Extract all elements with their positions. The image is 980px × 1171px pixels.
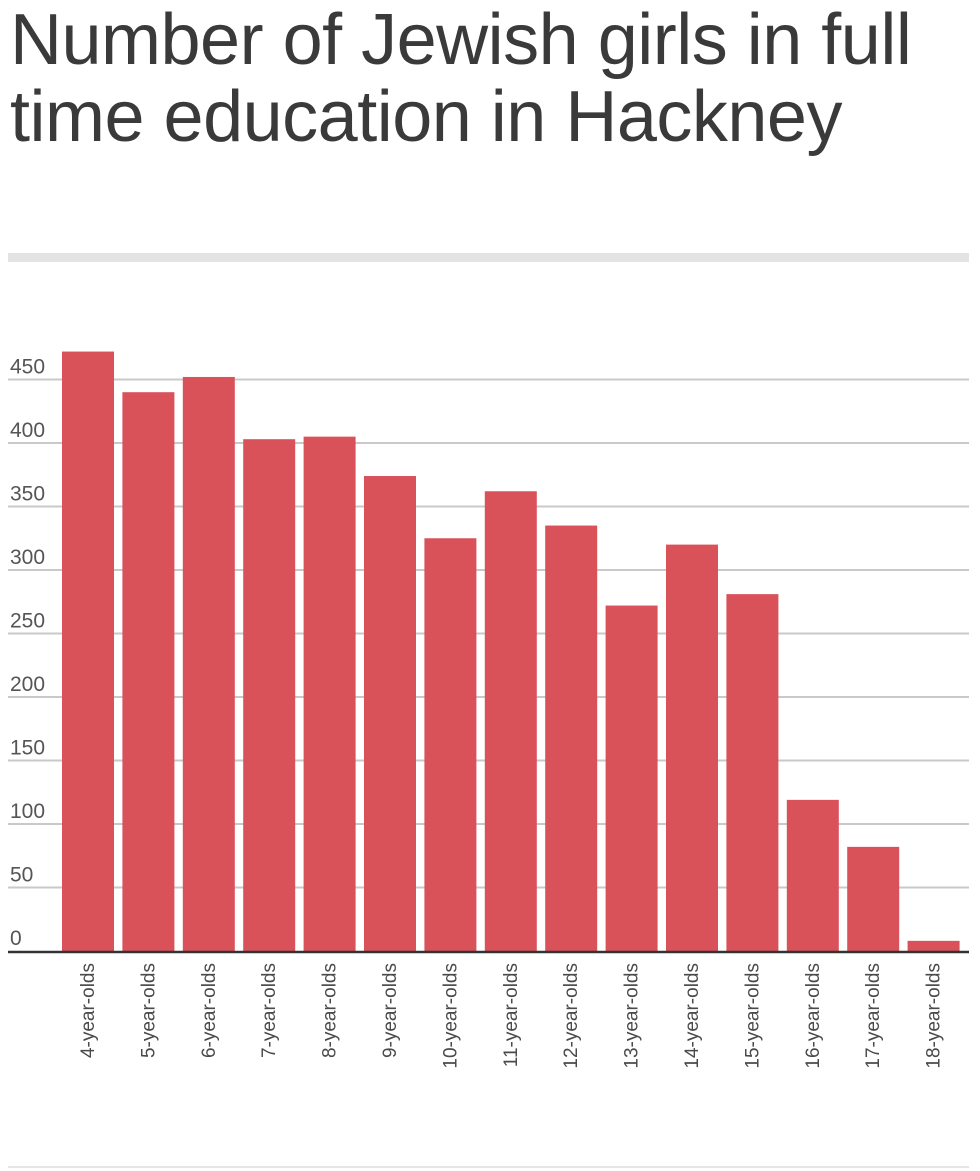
y-tick-label: 450 (10, 356, 45, 379)
y-tick-label: 400 (10, 419, 45, 442)
bar (847, 846, 900, 951)
y-tick-label: 0 (10, 927, 22, 950)
bar (666, 544, 718, 951)
x-category-label: 13-year-olds (622, 963, 643, 1069)
bar (545, 525, 598, 951)
bar (364, 476, 416, 951)
bar (122, 392, 175, 951)
x-category-label: 16-year-olds (803, 963, 824, 1069)
bar (182, 376, 235, 952)
bar (303, 436, 356, 951)
title-divider (8, 253, 969, 262)
y-tick-label: 150 (10, 737, 45, 760)
y-tick-label: 200 (10, 673, 45, 696)
x-category-label: 4-year-olds (78, 963, 99, 1058)
x-category-label: 5-year-olds (138, 963, 159, 1058)
x-category-label: 14-year-olds (682, 963, 703, 1069)
y-tick-label: 100 (10, 800, 45, 823)
y-tick-label: 250 (10, 610, 45, 633)
x-category-label: 17-year-olds (863, 963, 884, 1069)
x-category-label: 12-year-olds (561, 963, 582, 1069)
x-category-label: 8-year-olds (320, 963, 341, 1058)
bar (605, 605, 658, 951)
x-category-label: 9-year-olds (380, 963, 401, 1058)
x-category-label: 18-year-olds (924, 963, 945, 1069)
x-category-label: 10-year-olds (440, 963, 461, 1069)
bar (424, 538, 477, 951)
y-axis-tick-labels: 0 50 100 150 200 250 300 350 400 450 (10, 356, 45, 951)
bar (484, 491, 537, 951)
bottom-divider (8, 1166, 969, 1168)
x-category-label: 7-year-olds (259, 963, 280, 1058)
bar (243, 439, 296, 951)
x-category-label: 15-year-olds (742, 963, 763, 1069)
chart-title: Number of Jewish girls in full time educ… (10, 0, 912, 157)
x-category-label: 6-year-olds (199, 963, 220, 1058)
y-tick-label: 50 (10, 864, 33, 887)
bars (62, 351, 960, 952)
bar (786, 799, 839, 951)
y-tick-label: 350 (10, 483, 45, 506)
bar (62, 351, 114, 951)
x-axis-category-labels: 4-year-olds 5-year-olds 6-year-olds 7-year-… (78, 963, 945, 1069)
x-category-label: 11-year-olds (501, 963, 522, 1067)
y-tick-label: 300 (10, 546, 45, 569)
bar (907, 940, 960, 951)
bar (726, 594, 779, 951)
